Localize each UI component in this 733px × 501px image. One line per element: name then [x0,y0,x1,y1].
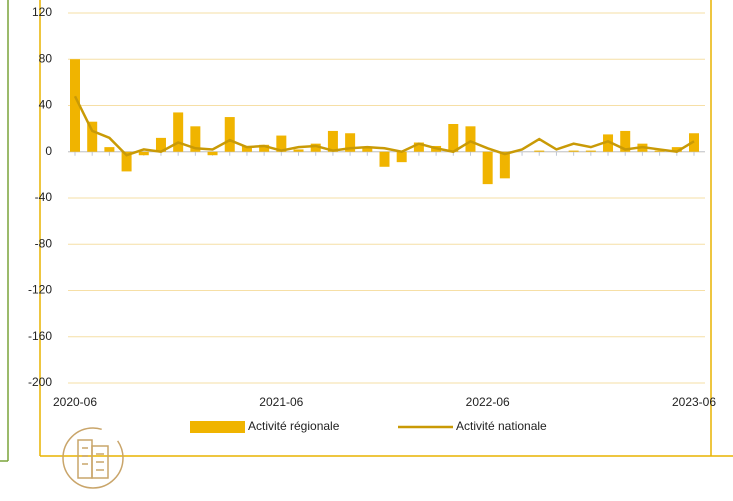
y-tick-label: 80 [39,51,53,65]
bar [293,149,304,152]
bar [345,133,356,152]
bar [207,151,218,156]
bar [465,126,476,152]
x-tick-label: 2021-06 [259,395,303,409]
bar [671,147,682,152]
bar [173,112,184,152]
bar [654,150,665,152]
bar [121,151,132,172]
bar [259,144,270,152]
y-tick-label: 40 [39,98,53,112]
y-tick-label: 120 [32,5,52,19]
y-tick-label: -120 [28,283,52,297]
y-tick-label: -80 [35,236,53,250]
bar [396,151,407,163]
x-tick-label: 2022-06 [466,395,510,409]
bar [70,59,80,152]
line [73,95,695,157]
x-tick-label: 2023-06 [672,395,716,409]
bar [87,121,98,152]
bar [190,126,201,152]
bar [276,135,287,152]
bar [482,151,493,185]
bar [585,150,596,152]
bar [534,150,545,152]
legend-label: Activité régionale [248,419,340,433]
bar [138,151,149,156]
legend-swatch [190,421,245,433]
bar [448,124,459,152]
y-tick-label: 0 [45,144,52,158]
bar [327,130,338,152]
y-tick-label: -200 [28,375,52,389]
bar [155,137,166,152]
legend-label: Activité nationale [456,419,547,433]
bar [603,134,614,152]
bar [362,148,373,152]
bar [310,143,321,152]
y-tick-label: -160 [28,329,52,343]
bar [379,151,390,167]
bar [568,150,579,152]
x-tick-label: 2020-06 [53,395,97,409]
bar [224,117,235,152]
bar [104,147,115,152]
building-icon [62,427,124,489]
bar [499,151,510,179]
bar [241,145,252,152]
bar [620,130,631,152]
y-tick-label: -40 [35,190,53,204]
bar [413,142,424,152]
